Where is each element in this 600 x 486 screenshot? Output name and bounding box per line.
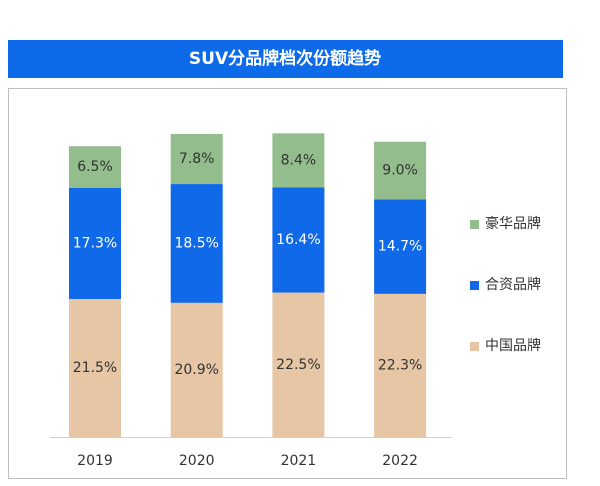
data-label: 17.3% — [73, 235, 117, 251]
x-tick-label: 2019 — [77, 453, 113, 469]
legend-label: 合资品牌 — [485, 276, 541, 293]
x-tick-label: 2021 — [281, 453, 317, 469]
data-label: 8.4% — [281, 152, 317, 168]
chart-border — [8, 88, 567, 479]
data-label: 16.4% — [276, 232, 320, 248]
legend-swatch — [470, 281, 479, 290]
data-label: 20.9% — [174, 362, 218, 378]
data-label: 22.5% — [276, 357, 320, 373]
bar-segment — [374, 141, 427, 200]
bar-segment — [272, 133, 325, 188]
x-tick-label: 2022 — [382, 453, 418, 469]
bar-segment — [69, 187, 121, 299]
data-label: 21.5% — [73, 360, 117, 376]
data-label: 6.5% — [77, 159, 113, 175]
legend-swatch — [470, 342, 479, 351]
bar-segment — [170, 133, 223, 185]
bar-segment — [272, 292, 325, 437]
bar-segment — [374, 293, 427, 437]
bar-segment — [374, 199, 427, 294]
x-tick-label: 2020 — [179, 453, 215, 469]
chart-title: SUV分品牌档次份额趋势 — [189, 48, 381, 69]
title-bar — [8, 40, 563, 78]
data-label: 14.7% — [378, 239, 422, 255]
bar-segment — [69, 146, 121, 188]
data-label: 7.8% — [179, 151, 215, 167]
data-label: 18.5% — [174, 235, 218, 251]
data-label: 9.0% — [382, 163, 418, 179]
legend-label: 豪华品牌 — [485, 215, 541, 232]
bar-segment — [272, 187, 325, 293]
bar-segment — [170, 184, 223, 303]
bar-segment — [69, 298, 121, 437]
legend-label: 中国品牌 — [485, 337, 541, 354]
data-label: 22.3% — [378, 357, 422, 373]
legend-swatch — [470, 220, 479, 229]
bar-segment — [170, 302, 223, 437]
